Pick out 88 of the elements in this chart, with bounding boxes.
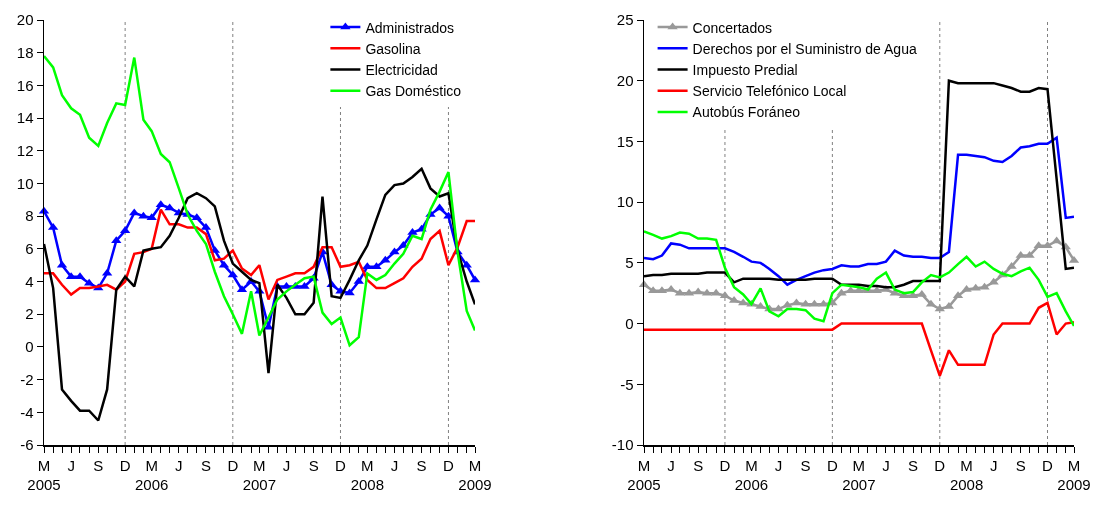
point — [970, 283, 981, 291]
x-tick-label: S — [308, 456, 319, 474]
point — [1042, 241, 1053, 249]
x-tick-label: S — [693, 456, 704, 474]
point — [362, 262, 373, 270]
y-tick-label: -10 — [611, 436, 634, 454]
y-tick-label: 14 — [16, 109, 34, 127]
x-tick-label: D — [719, 456, 731, 474]
legend-label: Concertados — [692, 19, 772, 36]
y-tick-label: 10 — [616, 193, 634, 211]
x-tick-label: J — [175, 456, 183, 474]
y-tick-label: 12 — [16, 142, 34, 160]
x-tick-label: J — [882, 456, 890, 474]
y-tick-label: -2 — [20, 370, 34, 388]
x-tick-label: D — [119, 456, 131, 474]
point — [782, 300, 793, 308]
legend-label: Autobús Foráneo — [692, 104, 801, 121]
x-tick-label: S — [908, 456, 919, 474]
point — [344, 288, 355, 296]
y-tick-label: 15 — [616, 132, 634, 150]
x-tick-label: D — [1042, 456, 1054, 474]
point — [773, 304, 784, 312]
point — [988, 277, 999, 285]
y-tick-label: -6 — [20, 436, 34, 454]
x-tick-label: M 2008 — [949, 456, 984, 493]
point — [371, 262, 382, 270]
y-tick-label: -5 — [620, 375, 634, 393]
y-tick-label: 0 — [25, 338, 34, 356]
point — [146, 213, 157, 221]
x-tick-label: S — [416, 456, 427, 474]
x-tick-label: D — [443, 456, 455, 474]
y-tick-label: 16 — [16, 76, 34, 94]
y-tick-label: 5 — [625, 254, 634, 272]
x-tick-label: J — [67, 456, 75, 474]
legend-label: Derechos por el Suministro de Agua — [692, 40, 917, 57]
y-tick-label: 8 — [25, 207, 34, 225]
point — [129, 208, 140, 216]
point — [164, 203, 175, 211]
x-tick-label: D — [227, 456, 239, 474]
x-tick-label: S — [1015, 456, 1026, 474]
legend-label: Gasolina — [365, 40, 421, 57]
x-tick-label: J — [667, 456, 675, 474]
y-tick-label: 20 — [616, 71, 634, 89]
x-tick-label: S — [800, 456, 811, 474]
line-series — [644, 230, 1074, 328]
line-series — [44, 208, 475, 301]
point — [434, 203, 445, 211]
y-tick-label: 20 — [16, 11, 34, 29]
legend-label: Administrados — [365, 19, 455, 36]
y-tick-label: 4 — [25, 272, 34, 290]
x-tick-label: M 2006 — [134, 456, 169, 493]
y-tick-label: 18 — [16, 43, 34, 61]
legend-label: Servicio Telefónico Local — [692, 83, 847, 100]
point — [380, 255, 391, 263]
x-tick-label: D — [934, 456, 946, 474]
x-tick-label: M 2008 — [350, 456, 385, 493]
point — [934, 304, 945, 312]
legend-label: Electricidad — [365, 61, 438, 78]
legend-label: Impuesto Predial — [692, 61, 798, 78]
x-tick-label: M 2005 — [27, 456, 61, 493]
point — [299, 281, 310, 289]
x-tick-label: M 2006 — [734, 456, 769, 493]
line-series — [644, 301, 1074, 378]
point — [791, 298, 802, 306]
x-tick-label: J — [390, 456, 399, 474]
point — [1033, 241, 1044, 249]
x-tick-label: M 2007 — [842, 456, 876, 493]
x-tick-label: M 2007 — [242, 456, 277, 493]
y-tick-label: 0 — [625, 314, 634, 332]
y-tick-label: 10 — [16, 174, 34, 192]
y-tick-label: 25 — [616, 11, 634, 29]
x-tick-label: S — [93, 456, 104, 474]
x-tick-label: M 2005 — [627, 456, 661, 493]
point — [227, 270, 238, 278]
y-tick-label: -4 — [20, 403, 34, 421]
legend-label: Gas Doméstico — [365, 83, 462, 100]
x-tick-label: M 2009 — [1057, 456, 1091, 493]
y-tick-label: 2 — [25, 305, 34, 323]
y-tick-label: 6 — [25, 240, 34, 258]
line-series — [644, 136, 1074, 286]
x-tick-label: D — [335, 456, 347, 474]
x-tick-label: M 2009 — [458, 456, 492, 493]
x-tick-label: J — [774, 456, 783, 474]
x-tick-label: S — [200, 456, 211, 474]
line-series — [44, 54, 475, 347]
x-tick-label: J — [282, 456, 291, 474]
x-tick-label: D — [826, 456, 838, 474]
x-tick-label: J — [989, 456, 998, 474]
